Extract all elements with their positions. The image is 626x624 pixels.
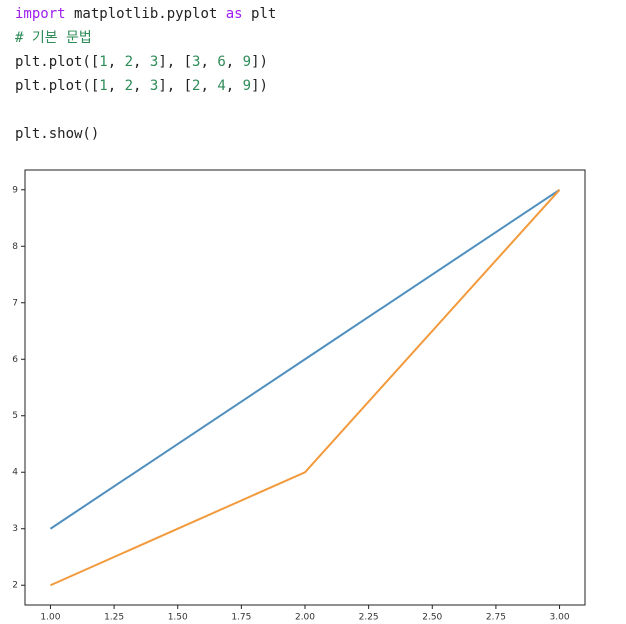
x-tick-label: 1.50 <box>168 613 188 623</box>
y-tick-label: 6 <box>12 355 18 365</box>
y-tick-label: 4 <box>12 468 18 478</box>
code-token: 1 <box>99 78 108 94</box>
code-token: ], [ <box>158 54 193 70</box>
code-token: 9 <box>242 78 252 94</box>
x-tick-label: 2.75 <box>486 613 506 623</box>
code-token: plt.show() <box>15 126 100 142</box>
code-token: 6 <box>217 54 226 70</box>
code-token: 4 <box>217 78 226 94</box>
code-token: matplotlib.pyplot <box>65 6 226 22</box>
code-token: , <box>133 54 150 70</box>
code-token: , <box>225 54 243 70</box>
code-token: plt <box>242 6 277 22</box>
code-token: # 기본 문법 <box>15 30 92 46</box>
code-token: , <box>107 78 125 94</box>
x-tick-label: 1.00 <box>40 613 60 623</box>
code-token: 2 <box>192 78 201 94</box>
code-token: , <box>200 78 218 94</box>
code-cell: import matplotlib.pyplot as plt # 기본 문법 pl… <box>15 2 276 146</box>
code-token: 3 <box>149 54 159 70</box>
code-line: plt.show() <box>15 122 276 146</box>
y-tick-label: 5 <box>12 411 18 421</box>
code-token: 3 <box>149 78 159 94</box>
code-token: ]) <box>251 54 268 70</box>
code-token: , <box>225 78 243 94</box>
y-tick-label: 9 <box>12 185 18 195</box>
y-tick-label: 3 <box>12 524 18 534</box>
code-token: 2 <box>124 78 134 94</box>
series-line <box>49 188 561 530</box>
code-token: ], [ <box>158 78 193 94</box>
code-token: , <box>107 54 125 70</box>
y-tick-label: 2 <box>12 581 18 591</box>
code-token: 9 <box>242 54 252 70</box>
series-line <box>50 189 561 587</box>
code-token: 3 <box>192 54 201 70</box>
x-tick-label: 1.25 <box>104 613 124 623</box>
y-tick-label: 8 <box>12 242 18 252</box>
code-token: ]) <box>251 78 268 94</box>
code-line: import matplotlib.pyplot as plt <box>15 2 276 26</box>
code-line: plt.plot([1, 2, 3], [2, 4, 9]) <box>15 74 276 98</box>
y-tick-label: 7 <box>12 298 18 308</box>
code-token: 2 <box>124 54 134 70</box>
x-tick-label: 2.50 <box>422 613 442 623</box>
code-line: # 기본 문법 <box>15 26 276 50</box>
code-token: plt.plot([ <box>15 54 100 70</box>
code-token: , <box>200 54 218 70</box>
code-token: plt.plot([ <box>15 78 100 94</box>
code-token: , <box>133 78 150 94</box>
x-tick-label: 3.00 <box>550 613 570 623</box>
x-tick-label: 1.75 <box>231 613 251 623</box>
code-token: 1 <box>99 54 108 70</box>
plot-frame <box>24 169 586 606</box>
x-tick-label: 2.00 <box>295 613 315 623</box>
code-token: import <box>15 6 66 22</box>
code-line: plt.plot([1, 2, 3], [3, 6, 9]) <box>15 50 276 74</box>
x-tick-label: 2.25 <box>359 613 379 623</box>
code-token: as <box>225 6 243 22</box>
